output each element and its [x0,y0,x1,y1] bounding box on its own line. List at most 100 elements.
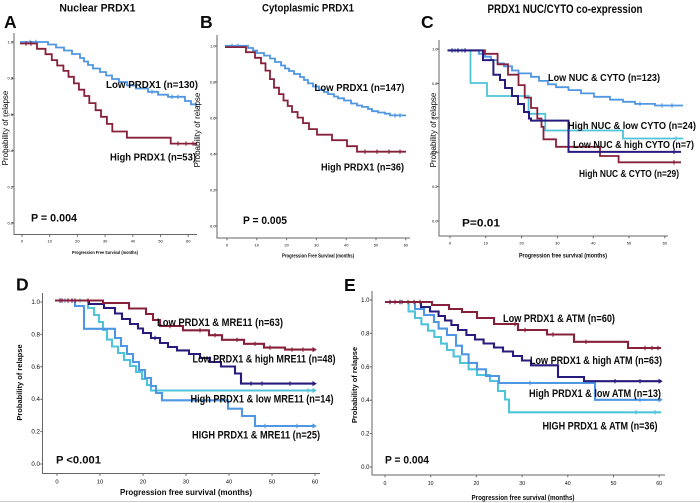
svg-text:0.0: 0.0 [7,221,13,226]
svg-text:High PRDX1 (n=53): High PRDX1 (n=53) [110,152,196,164]
svg-text:1.0: 1.0 [210,44,216,49]
svg-text:Progression free survival (mon: Progression free survival (months) [472,495,575,502]
svg-text:0: 0 [21,239,24,244]
svg-text:Probability of relapse: Probability of relapse [350,347,359,423]
svg-text:1.0: 1.0 [361,298,370,304]
svg-text:D: D [16,275,29,295]
svg-text:Progression free survival (mon: Progression free survival (months) [519,254,607,260]
svg-text:20: 20 [140,480,146,486]
svg-text:0.6: 0.6 [361,365,370,371]
svg-text:Nuclear PRDX1: Nuclear PRDX1 [59,3,135,15]
svg-text:50: 50 [269,480,275,486]
svg-text:40: 40 [565,481,571,487]
svg-text:0.6: 0.6 [432,115,438,120]
svg-text:0.2: 0.2 [432,184,438,189]
svg-text:HIGH PRDX1 & ATM (n=36): HIGH PRDX1 & ATM (n=36) [543,421,658,433]
svg-text:60: 60 [663,241,668,246]
svg-text:20: 20 [75,239,80,244]
svg-text:High PRDX1 (n=36): High PRDX1 (n=36) [321,162,404,174]
svg-text:40: 40 [591,241,596,246]
svg-text:0.2: 0.2 [210,188,216,193]
svg-text:PRDX1 NUC/CYTO co-expression: PRDX1 NUC/CYTO co-expression [488,2,643,16]
svg-text:Progression free survival (mon: Progression free survival (months) [120,488,252,497]
svg-text:30: 30 [103,239,108,244]
svg-text:50: 50 [627,241,632,246]
svg-text:0.0: 0.0 [361,465,370,471]
svg-text:Low PRDX1 & high ATM (n=63): Low PRDX1 & high ATM (n=63) [530,355,662,367]
svg-text:Probability of relapse: Probability of relapse [193,92,202,167]
svg-text:Low NUC & CYTO (n=123): Low NUC & CYTO (n=123) [548,72,660,84]
svg-text:60: 60 [186,239,191,244]
svg-text:Low PRDX1 & high MRE11 (n=48): Low PRDX1 & high MRE11 (n=48) [193,354,336,366]
svg-text:0: 0 [55,480,58,486]
svg-text:10: 10 [428,481,434,487]
svg-text:30: 30 [183,480,189,486]
svg-text:High PRDX1 & low ATM (n=13): High PRDX1 & low ATM (n=13) [529,388,661,400]
svg-text:40: 40 [226,480,232,486]
svg-text:0: 0 [226,243,229,248]
svg-text:0: 0 [384,481,387,487]
svg-text:10: 10 [47,239,52,244]
svg-text:40: 40 [131,239,136,244]
svg-text:1.0: 1.0 [31,299,40,306]
svg-text:0.8: 0.8 [31,331,40,338]
svg-text:E: E [344,275,356,295]
svg-text:Cytoplasmic PRDX1: Cytoplasmic PRDX1 [262,3,354,15]
svg-text:0.6: 0.6 [7,112,13,117]
svg-text:High PRDX1 & low MRE11 (n=14): High PRDX1 & low MRE11 (n=14) [191,394,334,406]
svg-text:C: C [421,12,434,32]
svg-text:50: 50 [611,481,617,487]
svg-text:0.8: 0.8 [210,80,216,85]
svg-text:P <0.001: P <0.001 [56,455,101,467]
svg-text:Low PRDX1 & ATM (n=60): Low PRDX1 & ATM (n=60) [503,313,615,325]
svg-text:0.4: 0.4 [31,396,40,403]
svg-text:0.4: 0.4 [7,148,13,153]
svg-text:30: 30 [519,481,525,487]
svg-text:Progression Free Survival (mon: Progression Free Survival (months) [282,254,354,260]
svg-text:Low PRDX1 & MRE11 (n=63): Low PRDX1 & MRE11 (n=63) [157,317,283,329]
svg-text:0.6: 0.6 [31,364,40,371]
svg-text:P = 0.004: P = 0.004 [385,455,430,467]
svg-text:10: 10 [484,241,489,246]
svg-text:1.0: 1.0 [432,47,438,52]
svg-text:Probability of relapse: Probability of relapse [15,344,24,420]
svg-text:0.0: 0.0 [31,461,40,468]
svg-text:30: 30 [314,243,319,248]
svg-text:Probability of relapse: Probability of relapse [1,90,10,165]
svg-text:40: 40 [344,243,349,248]
svg-text:10: 10 [97,480,103,486]
svg-text:60: 60 [312,480,318,486]
svg-text:0: 0 [449,241,452,246]
svg-text:0.2: 0.2 [361,432,370,438]
svg-text:20: 20 [519,241,524,246]
svg-text:B: B [200,12,213,32]
svg-text:Low NUC & high CYTO (n=7): Low NUC & high CYTO (n=7) [573,139,694,151]
svg-text:High NUC & low CYTO (n=24): High NUC & low CYTO (n=24) [568,120,696,132]
svg-text:20: 20 [284,243,289,248]
svg-text:Progression Free Survival (mon: Progression Free Survival (months) [72,250,138,256]
svg-text:A: A [4,12,17,32]
svg-text:Low PRDX1 (n=130): Low PRDX1 (n=130) [106,79,198,91]
svg-text:0.4: 0.4 [361,398,370,404]
svg-text:P = 0.005: P = 0.005 [243,215,287,227]
svg-text:0.0: 0.0 [432,219,438,224]
svg-text:60: 60 [656,481,662,487]
svg-text:0.8: 0.8 [432,81,438,86]
svg-text:0.2: 0.2 [31,429,40,436]
svg-text:Low PRDX1 (n=147): Low PRDX1 (n=147) [315,82,405,94]
svg-text:0.4: 0.4 [432,150,438,155]
svg-text:0.8: 0.8 [7,76,13,81]
svg-text:P = 0.004: P = 0.004 [31,213,78,225]
svg-text:1.0: 1.0 [7,40,13,45]
svg-text:High NUC & CYTO (n=29): High NUC & CYTO (n=29) [579,168,679,180]
svg-text:60: 60 [404,243,409,248]
svg-text:50: 50 [374,243,379,248]
svg-text:20: 20 [474,481,480,487]
svg-text:50: 50 [158,239,163,244]
svg-text:Probability of relapse: Probability of relapse [429,92,438,167]
svg-text:0.0: 0.0 [210,224,216,229]
svg-text:P=0.01: P=0.01 [462,218,500,230]
svg-text:10: 10 [255,243,260,248]
svg-text:0.4: 0.4 [210,152,216,157]
svg-text:HIGH PRDX1 & MRE11 (n=25): HIGH PRDX1 & MRE11 (n=25) [192,430,320,442]
